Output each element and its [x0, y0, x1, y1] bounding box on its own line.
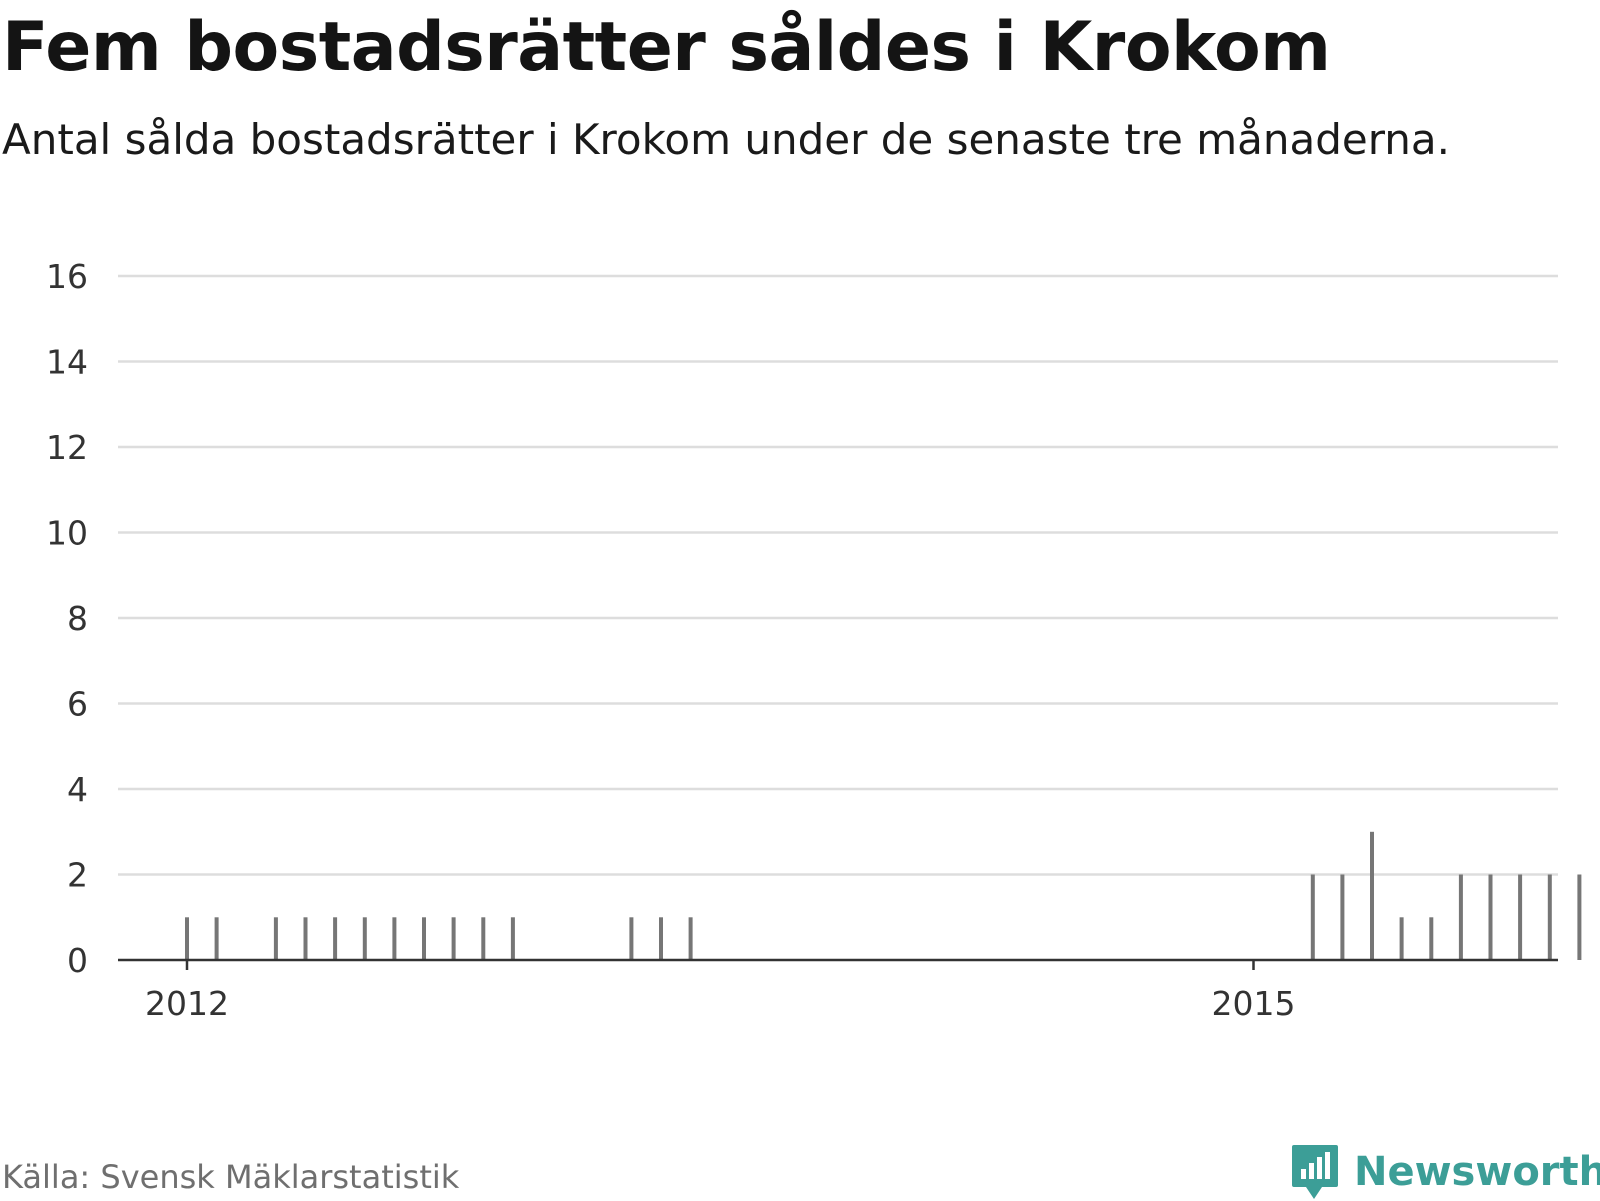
bar [510, 917, 515, 961]
bar [1370, 831, 1374, 961]
bar [1577, 874, 1582, 960]
y-tick-label: 0 [67, 941, 88, 980]
bar [422, 917, 426, 961]
bar [659, 917, 663, 961]
bar [392, 917, 397, 961]
y-tick-label: 14 [46, 343, 88, 382]
bar [185, 917, 189, 961]
y-tick-label: 2 [67, 856, 88, 895]
bar [214, 917, 219, 961]
bar [273, 917, 278, 961]
y-axis-labels: 0 2 4 6 8 10 12 14 16 [46, 257, 88, 980]
bar [333, 917, 338, 961]
x-axis: 20122015201820212023 [118, 958, 1558, 1023]
y-tick-label: 6 [67, 685, 88, 724]
y-tick-label: 16 [46, 257, 88, 296]
bar [1458, 874, 1463, 960]
newsworthy-logo-icon [1292, 1145, 1338, 1199]
bar [1310, 874, 1315, 960]
y-tick-label: 4 [67, 770, 88, 809]
chart-title: Fem bostadsrätter såldes i Krokom [2, 8, 1331, 87]
bar [481, 917, 486, 961]
bar [1547, 874, 1552, 960]
chart-subtitle: Antal sålda bostadsrätter i Krokom under… [2, 115, 1450, 164]
bar [451, 917, 456, 961]
x-tick-label: 2015 [1212, 984, 1296, 1023]
brand-name: Newsworthy [1354, 1149, 1600, 1195]
bar [362, 917, 367, 961]
bar [1518, 874, 1523, 960]
bar [688, 917, 693, 961]
y-tick-label: 10 [46, 514, 88, 553]
bar [629, 917, 634, 961]
x-tick-label: 2012 [145, 984, 229, 1023]
bar [303, 917, 308, 961]
gridlines [118, 274, 1558, 876]
bar [1488, 874, 1493, 960]
bars [185, 831, 1582, 961]
bar [1429, 917, 1434, 961]
bar [1399, 917, 1404, 961]
y-tick-label: 12 [46, 428, 88, 467]
bar [1340, 874, 1345, 960]
brand-logo: Newsworthy [1290, 1143, 1600, 1201]
y-tick-label: 8 [67, 599, 88, 638]
source-note: Källa: Svensk Mäklarstatistik [2, 1158, 460, 1196]
